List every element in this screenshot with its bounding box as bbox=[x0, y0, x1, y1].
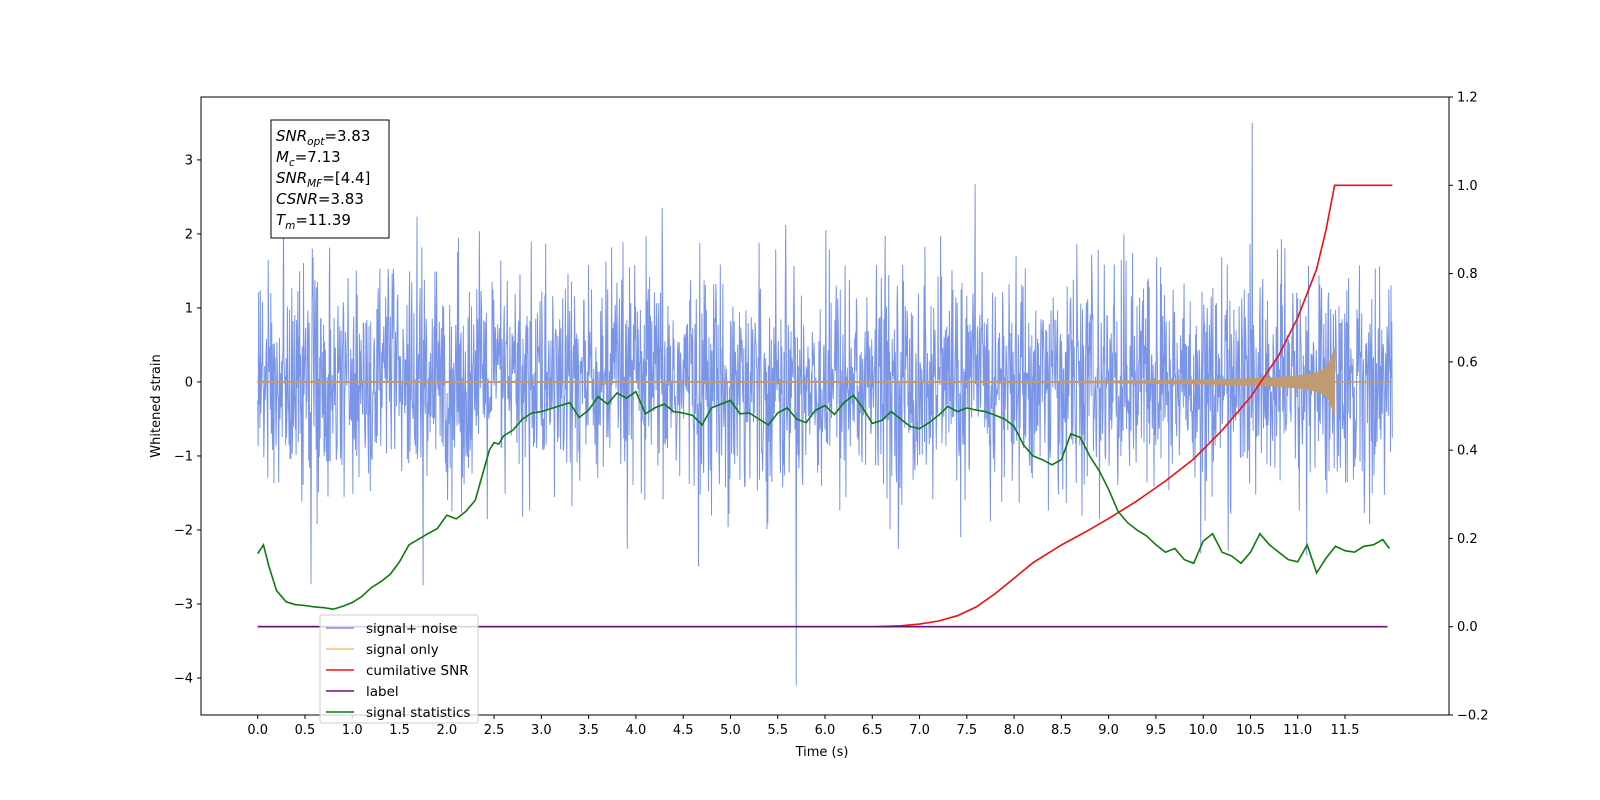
y2-tick-label: 1.0 bbox=[1457, 179, 1478, 194]
y-tick-label: 2 bbox=[185, 227, 193, 242]
x-tick-label: 0.0 bbox=[247, 723, 268, 738]
series-signal-statistics-line bbox=[257, 390, 1391, 611]
y-tick-label: −3 bbox=[174, 597, 193, 612]
x-tick-label: 7.0 bbox=[909, 723, 930, 738]
legend-frame bbox=[319, 614, 479, 724]
y-axis-label: Whitened strain bbox=[149, 354, 164, 457]
legend-label: label bbox=[366, 684, 399, 700]
y-tick-label: −1 bbox=[174, 449, 193, 464]
x-tick-label: 4.5 bbox=[673, 723, 694, 738]
y2-tick-label: 0.4 bbox=[1457, 444, 1478, 459]
x-axis: 0.0 0.5 1.0 1.5 2.0 2.5 3.0 3.5 4.0 4.5 5.0 5.5 6.0 6… bbox=[247, 715, 1359, 738]
x-tick-label: 2.0 bbox=[436, 723, 457, 738]
legend-item: label bbox=[326, 684, 399, 700]
x-tick-label: 5.0 bbox=[720, 723, 741, 738]
annotation-line: SNRopt=3.83 bbox=[276, 127, 370, 148]
legend-label: cumilative SNR bbox=[366, 663, 469, 679]
y-axis-right: −0.2 0.0 0.2 0.4 0.6 0.8 1.0 1.2 bbox=[1449, 91, 1489, 724]
legend-item: signal only bbox=[326, 642, 439, 658]
annotation-line: Mc=7.13 bbox=[276, 148, 341, 169]
y-tick-label: 0 bbox=[185, 375, 193, 390]
x-tick-label: 10.5 bbox=[1236, 723, 1265, 738]
y-tick-label: −2 bbox=[174, 523, 193, 538]
y2-tick-label: 0.8 bbox=[1457, 267, 1478, 282]
y2-tick-label: 1.2 bbox=[1457, 91, 1478, 106]
x-tick-label: 8.5 bbox=[1051, 723, 1072, 738]
y-tick-label: 1 bbox=[185, 301, 193, 316]
x-tick-label: 6.0 bbox=[815, 723, 836, 738]
x-tick-label: 3.0 bbox=[531, 723, 552, 738]
x-tick-label: 1.0 bbox=[342, 723, 363, 738]
annotation-line: Tm=11.39 bbox=[276, 211, 351, 232]
annotation-line: SNRMF=[4.4] bbox=[276, 169, 370, 190]
legend-item: cumilative SNR bbox=[326, 663, 469, 679]
x-tick-label: 11.5 bbox=[1331, 723, 1360, 738]
y2-tick-label: 0.2 bbox=[1457, 532, 1478, 547]
annotation-line: CSNR=3.83 bbox=[276, 190, 364, 208]
y2-tick-label: 0.6 bbox=[1457, 355, 1478, 370]
x-tick-label: 11.0 bbox=[1283, 723, 1312, 738]
legend: signal+ noise signal only cumilative SNR la… bbox=[319, 614, 479, 724]
legend-item: signal statistics bbox=[326, 705, 470, 721]
legend-label: signal+ noise bbox=[366, 621, 457, 637]
y-axis-left: −4 −3 −2 −1 0 1 2 3 bbox=[174, 153, 201, 686]
annotation-frame bbox=[270, 119, 390, 239]
legend-label: signal only bbox=[366, 642, 439, 658]
x-tick-label: 7.5 bbox=[956, 723, 977, 738]
series-layer bbox=[257, 122, 1393, 686]
x-tick-label: 1.5 bbox=[389, 723, 410, 738]
y-tick-label: 3 bbox=[185, 153, 193, 168]
x-tick-label: 9.5 bbox=[1146, 723, 1167, 738]
x-tick-label: 10.0 bbox=[1189, 723, 1218, 738]
y2-tick-label: 0.0 bbox=[1457, 620, 1478, 635]
x-tick-label: 6.5 bbox=[862, 723, 883, 738]
x-tick-label: 4.0 bbox=[626, 723, 647, 738]
x-axis-label: Time (s) bbox=[795, 745, 849, 760]
legend-item: signal+ noise bbox=[326, 621, 457, 637]
x-tick-label: 0.5 bbox=[295, 723, 316, 738]
x-tick-label: 5.5 bbox=[767, 723, 788, 738]
x-tick-label: 8.0 bbox=[1004, 723, 1025, 738]
x-tick-label: 2.5 bbox=[484, 723, 505, 738]
series-cumilative-snr-line bbox=[257, 184, 1393, 628]
series-signal-noise-line bbox=[257, 122, 1393, 686]
x-tick-label: 9.0 bbox=[1098, 723, 1119, 738]
x-tick-label: 3.5 bbox=[578, 723, 599, 738]
y2-tick-label: −0.2 bbox=[1457, 709, 1489, 724]
legend-label: signal statistics bbox=[366, 705, 470, 721]
y-tick-label: −4 bbox=[174, 671, 193, 686]
